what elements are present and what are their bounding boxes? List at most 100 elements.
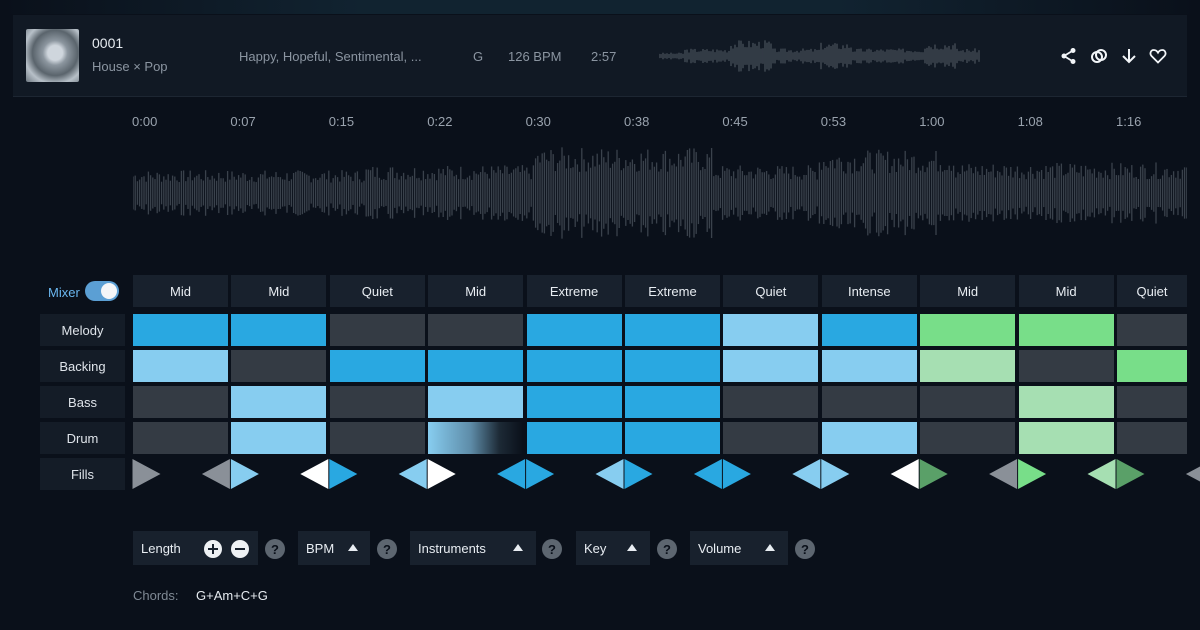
segment-intensity[interactable]: Quiet [1117, 275, 1187, 307]
fill-right-triangle[interactable] [722, 459, 751, 489]
mixer-cell[interactable] [231, 314, 327, 346]
mixer-toggle[interactable] [85, 281, 119, 301]
segment-intensity[interactable]: Extreme [625, 275, 720, 307]
fill-left-triangle[interactable] [890, 459, 919, 489]
mixer-cell[interactable] [1117, 386, 1187, 418]
fill-left-triangle[interactable] [300, 459, 329, 489]
length-increase-button[interactable] [204, 540, 222, 558]
fill-right-triangle[interactable] [1116, 459, 1145, 489]
segment-intensity[interactable]: Intense [821, 275, 917, 307]
segment-intensity[interactable]: Quiet [329, 275, 425, 307]
mixer-cell[interactable] [723, 314, 819, 346]
mixer-cell[interactable] [329, 350, 425, 382]
fill-right-triangle[interactable] [329, 459, 358, 489]
key-help-icon[interactable]: ? [657, 539, 677, 559]
mixer-cell[interactable] [625, 386, 720, 418]
mixer-cell[interactable] [821, 386, 917, 418]
timeline-label: 0:07 [230, 114, 256, 129]
mixer-cell[interactable] [428, 350, 524, 382]
mixer-cell[interactable] [526, 422, 622, 454]
mixer-cell[interactable] [231, 350, 327, 382]
mixer-cell[interactable] [1117, 350, 1187, 382]
mixer-cell[interactable] [821, 422, 917, 454]
volume-dropdown[interactable]: Volume [690, 531, 788, 565]
segment-intensity[interactable]: Extreme [526, 275, 622, 307]
mixer-cell[interactable] [1117, 314, 1187, 346]
mixer-cell[interactable] [133, 386, 228, 418]
main-waveform[interactable] [133, 142, 1187, 244]
mixer-cell[interactable] [428, 386, 524, 418]
mixer-cell[interactable] [1018, 314, 1114, 346]
mixer-cell[interactable] [231, 422, 327, 454]
mixer-cell[interactable] [821, 314, 917, 346]
mixer-cell[interactable] [920, 350, 1016, 382]
fill-right-triangle[interactable] [132, 459, 161, 489]
fill-left-triangle[interactable] [792, 459, 821, 489]
instruments-help-icon[interactable]: ? [542, 539, 562, 559]
fill-right-triangle[interactable] [1018, 459, 1047, 489]
mixer-cell[interactable] [428, 422, 524, 454]
fill-right-triangle[interactable] [427, 459, 456, 489]
mixer-cell[interactable] [133, 314, 228, 346]
key-dropdown[interactable]: Key [576, 531, 650, 565]
segment-intensity[interactable]: Mid [231, 275, 327, 307]
mixer-cell[interactable] [821, 350, 917, 382]
mixer-cell[interactable] [133, 350, 228, 382]
fill-left-triangle[interactable] [595, 459, 624, 489]
mixer-cell[interactable] [625, 422, 720, 454]
fill-right-triangle[interactable] [230, 459, 259, 489]
album-cover[interactable] [26, 29, 79, 82]
fill-left-triangle[interactable] [693, 459, 722, 489]
mixer-cell[interactable] [1117, 422, 1187, 454]
mixer-cell[interactable] [526, 314, 622, 346]
mini-waveform[interactable] [659, 39, 981, 73]
mixer-cell[interactable] [329, 386, 425, 418]
bpm-help-icon[interactable]: ? [377, 539, 397, 559]
fill-right-triangle[interactable] [919, 459, 948, 489]
mixer-cell[interactable] [625, 314, 720, 346]
fill-left-triangle[interactable] [989, 459, 1018, 489]
fill-left-triangle[interactable] [398, 459, 427, 489]
mixer-cell[interactable] [625, 350, 720, 382]
instruments-dropdown[interactable]: Instruments [410, 531, 536, 565]
bpm-dropdown[interactable]: BPM [298, 531, 370, 565]
mixer-cell[interactable] [723, 422, 819, 454]
segment-intensity[interactable]: Mid [428, 275, 524, 307]
fill-left-triangle[interactable] [497, 459, 526, 489]
mixer-cell[interactable] [526, 350, 622, 382]
mixer-cell[interactable] [1018, 386, 1114, 418]
volume-help-icon[interactable]: ? [795, 539, 815, 559]
mixer-cell[interactable] [1018, 422, 1114, 454]
mixer-cell[interactable] [723, 350, 819, 382]
timeline-label: 0:15 [328, 114, 355, 129]
length-help-icon[interactable]: ? [265, 539, 285, 559]
fill-left-triangle[interactable] [201, 459, 230, 489]
heart-icon[interactable] [1149, 47, 1167, 65]
mixer-cell[interactable] [329, 422, 425, 454]
mixer-cell[interactable] [920, 314, 1016, 346]
mixer-cell[interactable] [920, 422, 1016, 454]
mixer-cell[interactable] [133, 422, 228, 454]
fill-right-triangle[interactable] [821, 459, 850, 489]
fill-left-triangle[interactable] [1087, 459, 1116, 489]
fill-left-triangle[interactable] [1185, 459, 1200, 489]
segment-intensity[interactable]: Mid [1018, 275, 1114, 307]
mixer-cell[interactable] [231, 386, 327, 418]
mixer-cell[interactable] [920, 386, 1016, 418]
download-icon[interactable] [1120, 47, 1138, 65]
mixer-cell[interactable] [723, 386, 819, 418]
mixer-cell[interactable] [526, 386, 622, 418]
track-row-label: Bass [40, 386, 125, 418]
segment-intensity[interactable]: Mid [133, 275, 228, 307]
fill-right-triangle[interactable] [624, 459, 653, 489]
track-bpm: 126 BPM [508, 49, 562, 64]
remix-icon[interactable] [1090, 47, 1108, 65]
segment-intensity[interactable]: Quiet [723, 275, 819, 307]
mixer-cell[interactable] [428, 314, 524, 346]
share-icon[interactable] [1060, 47, 1078, 65]
fill-right-triangle[interactable] [526, 459, 555, 489]
segment-intensity[interactable]: Mid [920, 275, 1016, 307]
mixer-cell[interactable] [1018, 350, 1114, 382]
mixer-cell[interactable] [329, 314, 425, 346]
length-decrease-button[interactable] [231, 540, 249, 558]
